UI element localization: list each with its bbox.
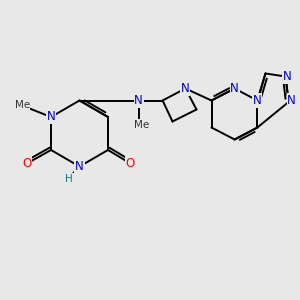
Text: N: N — [75, 160, 84, 173]
Text: O: O — [126, 157, 135, 170]
Text: N: N — [46, 110, 56, 124]
Text: O: O — [22, 157, 32, 170]
Text: Me: Me — [134, 120, 149, 130]
Text: N: N — [230, 82, 239, 95]
Text: H: H — [65, 174, 73, 184]
Text: N: N — [181, 82, 190, 95]
Text: Me: Me — [15, 100, 30, 110]
Text: N: N — [287, 94, 296, 107]
Text: N: N — [134, 94, 143, 107]
Text: N: N — [253, 94, 262, 107]
Text: N: N — [283, 70, 292, 83]
